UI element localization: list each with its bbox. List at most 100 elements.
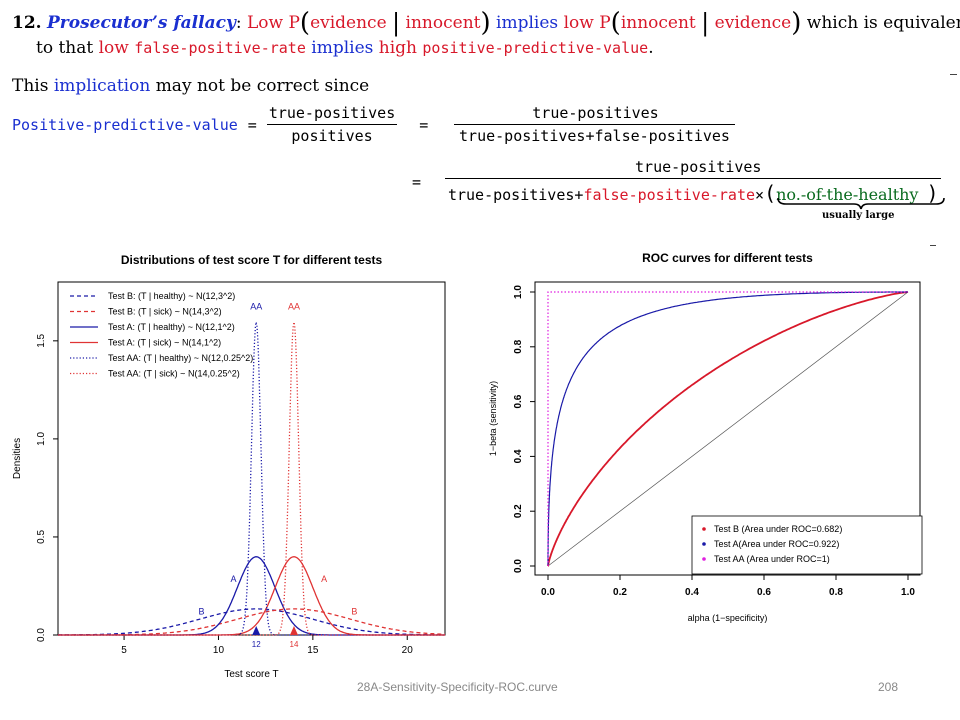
ppv-label: Positive-predictive-value <box>12 115 238 134</box>
roc-y-tick-label: 0.2 <box>513 504 524 518</box>
underbrace <box>777 197 945 210</box>
equals-3: = <box>412 172 422 191</box>
density-legend-label: Test AA: (T | sick) ~ N(14,0.25^2) <box>108 369 240 379</box>
equals-2: = <box>419 115 429 134</box>
density-legend-label: Test AA: (T | healthy) ~ N(12,0.25^2) <box>108 353 253 363</box>
ppv-equation-row-2: = true-positives true-positives+false-po… <box>412 158 942 205</box>
roc-x-tick-label: 1.0 <box>901 587 915 598</box>
density-legend-label: Test A: (T | healthy) ~ N(12,1^2) <box>108 322 235 332</box>
roc-curve-1 <box>547 291 908 566</box>
roc-legend-marker <box>702 542 706 546</box>
ppv-term: positive-predictive-value <box>422 39 649 57</box>
denominator-positives: positives <box>291 127 373 145</box>
sick-mean-label: 14 <box>290 640 299 649</box>
ppv-equation-row-1: Positive-predictive-value = true-positiv… <box>12 104 735 145</box>
word-implication: implication <box>53 76 151 96</box>
numerator-tp-3: true-positives <box>445 158 942 179</box>
word-innocent-2: innocent <box>620 13 696 33</box>
roc-legend-marker <box>702 557 706 561</box>
x-tick-label: 15 <box>307 645 319 656</box>
den2-plus: + <box>574 186 584 204</box>
y-tick-label: 0.0 <box>36 628 47 642</box>
to-that: to that <box>36 38 94 58</box>
y-tick-label: 0.5 <box>36 530 47 544</box>
given-bar-1: | <box>392 9 401 37</box>
edge-mark-1 <box>950 74 957 75</box>
word-low-1: Low <box>246 13 284 33</box>
roc-legend-label: Test A(Area under ROC=0.922) <box>714 539 839 549</box>
fallacy-line-1: 12. Prosecutor’s fallacy: Low P(evidence… <box>12 8 960 38</box>
density-curve-3 <box>58 556 445 636</box>
label-a-sick: A <box>321 574 327 584</box>
roc-x-tick-label: 0.4 <box>685 587 699 598</box>
den2-paren-open: ( <box>764 181 777 205</box>
den2-fpr: false-positive-rate <box>583 186 756 204</box>
may-not-correct: may not be correct since <box>155 76 370 96</box>
fraction-tp-positives: true-positives positives <box>266 104 398 145</box>
x-tick-label: 10 <box>213 645 225 656</box>
word-low-2: low <box>563 13 594 33</box>
density-chart: Distributions of test score T for differ… <box>12 253 446 680</box>
roc-y-label: 1−beta (sensitivity) <box>488 381 498 456</box>
density-curve-0 <box>58 608 445 636</box>
den2-paren-close: ) <box>926 181 939 205</box>
x-tick-label: 5 <box>121 645 127 656</box>
density-plot-frame <box>57 281 446 636</box>
den-tp: true-positives <box>459 127 586 145</box>
footer-filename: 28A-Sensitivity-Specificity-ROC.curve <box>357 680 558 694</box>
denominator-tp-fp: true-positives+false-positives <box>457 125 732 145</box>
prob-p-2: P <box>599 13 611 33</box>
roc-reference-line <box>547 291 909 567</box>
prob-p-1: P <box>288 13 300 33</box>
roc-x-tick-label: 0.2 <box>613 587 627 598</box>
density-curve-1 <box>58 608 446 636</box>
label-b-healthy: B <box>198 606 204 616</box>
denominator-tp-fpr: true-positives+false-positive-rate×(no.-… <box>446 179 941 205</box>
roc-x-tick-label: 0.6 <box>757 587 771 598</box>
x-tick-label: 20 <box>402 645 414 656</box>
numerator-tp-2: true-positives <box>454 104 735 125</box>
roc-legend-label: Test B (Area under ROC=0.682) <box>714 524 842 534</box>
den-plus: + <box>585 127 595 145</box>
word-evidence-1: evidence <box>310 13 387 33</box>
fraction-tp-over-tp-fpr: true-positives true-positives+false-posi… <box>445 158 942 205</box>
density-legend-label: Test A: (T | sick) ~ N(14,1^2) <box>108 338 221 348</box>
healthy-mean-label: 12 <box>252 640 261 649</box>
roc-chart: ROC curves for different tests 0.0 0.0 0.2 0… <box>488 251 923 623</box>
density-x-label: Test score T <box>224 669 278 680</box>
density-legend-label: Test B: (T | healthy) ~ N(12,3^2) <box>108 291 235 301</box>
usually-large-label: usually large <box>822 210 895 221</box>
period: . <box>648 38 654 58</box>
label-aa-sick: AA <box>288 301 300 311</box>
word-low-3: low <box>98 38 129 58</box>
den-fp: false-positives <box>594 127 730 145</box>
roc-y-tick-label: 0.4 <box>513 449 524 463</box>
roc-curve-0 <box>547 291 909 567</box>
roc-legend-label: Test AA (Area under ROC=1) <box>714 554 830 564</box>
word-this: This <box>12 76 49 96</box>
implication-line: This implication may not be correct sinc… <box>12 76 369 96</box>
fraction-tp-over-tp-fp: true-positives true-positives+false-posi… <box>454 104 735 145</box>
label-a-healthy: A <box>231 574 237 584</box>
roc-chart-title: ROC curves for different tests <box>642 251 813 265</box>
numerator-tp-1: true-positives <box>266 104 398 125</box>
fallacy-line-2: to that low false-positive-rate implies … <box>36 38 654 58</box>
word-implies-2: implies <box>311 38 374 58</box>
colon: : <box>235 13 242 33</box>
word-high: high <box>378 38 417 58</box>
roc-x-tick-label: 0.0 <box>541 587 555 598</box>
y-tick-label: 1.0 <box>36 432 47 446</box>
word-evidence-2: evidence <box>714 13 792 33</box>
label-aa-healthy: AA <box>250 301 262 311</box>
given-bar-2: | <box>701 9 710 37</box>
density-curve-2 <box>58 556 445 636</box>
word-implies-1: implies <box>496 13 559 33</box>
fpr-term: false-positive-rate <box>134 39 306 57</box>
density-y-label: Densities <box>12 438 23 479</box>
density-chart-title: Distributions of test score T for differ… <box>121 253 383 267</box>
roc-y-tick-label: 0.8 <box>513 339 524 353</box>
density-legend-label: Test B: (T | sick) ~ N(14,3^2) <box>108 307 222 317</box>
den2-healthy: no.-of-the-healthy <box>776 185 919 204</box>
roc-y-tick-label: 1.0 <box>513 285 524 299</box>
roc-x-label: alpha (1−specificity) <box>688 613 768 623</box>
